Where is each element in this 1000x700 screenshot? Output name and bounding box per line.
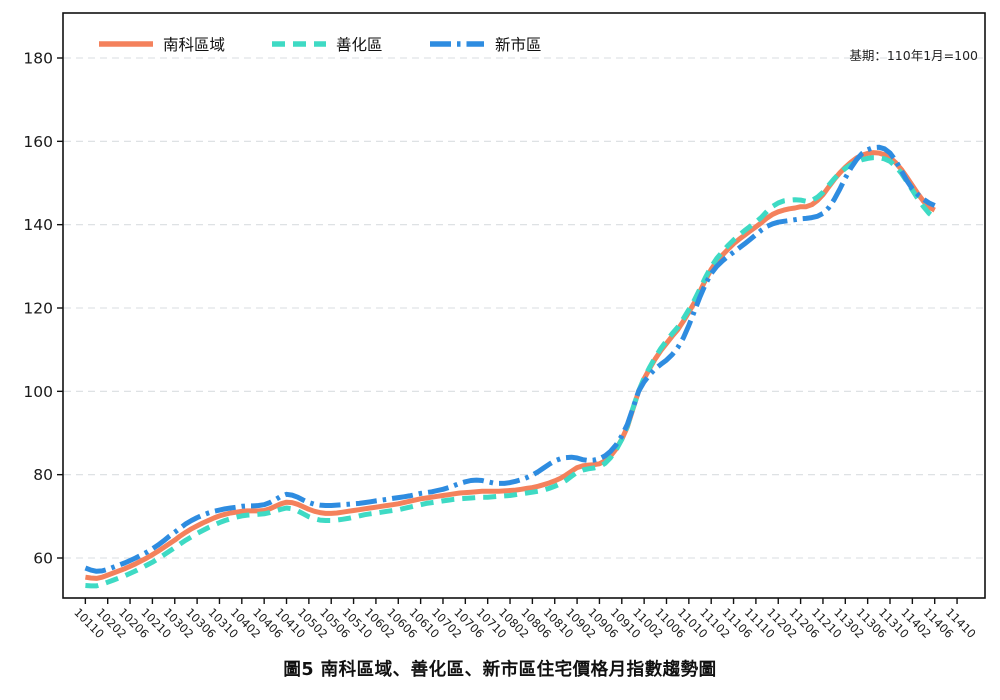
plot-border [62, 12, 986, 599]
y-axis-tick-label: 140 [23, 216, 53, 234]
y-axis-tick-label: 180 [23, 50, 53, 68]
base-period-annotation: 基期：110年1月=100 [849, 48, 978, 63]
y-axis-tick-label: 100 [23, 383, 53, 401]
y-axis-tick-label: 80 [33, 466, 53, 484]
series-line-善化區 [85, 155, 937, 589]
chart-title: 圖5 南科區域、善化區、新市區住宅價格月指數趨勢圖 [283, 660, 717, 680]
legend: 南科區域 善化區 新市區 [99, 36, 542, 54]
legend-label: 善化區 [336, 36, 383, 54]
y-axis-tick-label: 160 [23, 133, 53, 151]
legend-label: 南科區域 [163, 36, 225, 54]
y-axis-tick-label: 120 [23, 300, 53, 318]
series-line-南科區域 [85, 150, 936, 581]
series-line-新市區 [84, 144, 936, 574]
legend-label: 新市區 [495, 36, 542, 54]
y-axis-tick-label: 60 [33, 550, 53, 568]
